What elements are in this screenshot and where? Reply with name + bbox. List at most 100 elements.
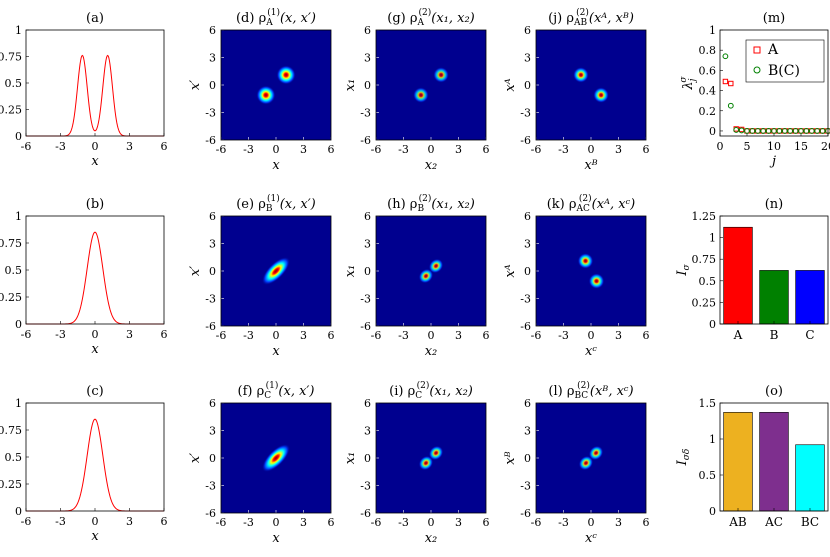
x-axis-label: x	[272, 344, 280, 359]
y-tick-label: -6	[205, 320, 216, 333]
x-tick-label: 6	[483, 516, 490, 529]
x-tick-label: -6	[371, 516, 382, 529]
y-axis-label: x′	[188, 80, 203, 90]
y-tick-label: -6	[360, 320, 371, 333]
x-tick-label: 3	[615, 516, 622, 529]
x-tick-label: -3	[243, 329, 254, 342]
data-point-A	[728, 80, 734, 87]
x-tick-label: -3	[243, 143, 254, 156]
x-tick-label: 0	[588, 329, 595, 342]
y-axis-label: x₁	[343, 452, 358, 465]
x-tick-label: 0	[428, 516, 435, 529]
panel-label: (o)	[765, 384, 783, 399]
axes-frame-d	[220, 29, 332, 141]
axes-frame-g	[375, 29, 487, 141]
x-tick-label: BC	[801, 515, 819, 529]
x-tick-label: 20	[821, 140, 830, 153]
panel-label: (a)	[86, 11, 104, 26]
x-tick-label: 3	[300, 516, 307, 529]
y-tick-label: 1.25	[692, 210, 717, 223]
x-tick-label: 6	[483, 143, 490, 156]
x-axis-label: x	[91, 342, 99, 357]
x-axis-label: x	[91, 529, 99, 544]
y-tick-label: 6	[209, 210, 216, 223]
x-tick-label: -6	[216, 516, 227, 529]
density-curve	[26, 54, 164, 137]
y-tick-label: 1	[709, 24, 716, 37]
x-tick-label: -6	[216, 329, 227, 342]
panel-title: (h) ρB(2)(x₁, x₂)	[387, 193, 475, 214]
y-tick-label: -3	[205, 480, 216, 493]
panel-title: (k) ρAC(2)(xᴬ, xᶜ)	[547, 193, 636, 214]
y-tick-label: 0	[524, 79, 531, 92]
data-point-B(C)	[727, 102, 734, 109]
y-axis-label: x₁	[343, 79, 358, 92]
heatmap-background	[376, 30, 486, 140]
y-tick-label: 0.5	[5, 451, 23, 464]
density-blob	[276, 65, 296, 85]
y-tick-label: -3	[520, 107, 531, 120]
x-tick-label: 0	[273, 516, 280, 529]
x-axis-label: x	[272, 158, 280, 173]
bar-AC	[759, 412, 789, 512]
x-axis-label: x₂	[425, 531, 438, 546]
y-tick-label: 0	[709, 505, 716, 518]
axes-frame-f	[220, 402, 332, 514]
panel-title: (d) ρA(1)(x, x′)	[236, 7, 316, 28]
y-tick-label: 0	[364, 265, 371, 278]
x-tick-label: -6	[21, 515, 32, 528]
x-tick-label: 0	[428, 329, 435, 342]
y-tick-label: 0.6	[699, 64, 717, 77]
bar-chart-o: 0 0.5 1 1.5 AB AC BC (o) Iσδ	[675, 384, 825, 529]
panel-title: (j) ρAB(2)(xᴬ, xᴮ)	[548, 7, 634, 28]
x-tick-label: -3	[558, 143, 569, 156]
y-tick-label: 0.25	[0, 478, 22, 491]
y-tick-label: 0.25	[0, 104, 22, 117]
y-tick-label: 1	[709, 232, 716, 245]
heatmap-density	[261, 256, 291, 286]
y-tick-label: 0.4	[699, 85, 717, 98]
heatmap-j: -6-6 -3 -3 0 0 3 3 6 6 xᴮ xᴬ (j) ρAB(2)(xᴬ, xᴮ)	[503, 7, 650, 173]
bar-AB	[723, 412, 753, 512]
data-point-B(C)	[776, 128, 783, 134]
y-tick-label: 1.5	[699, 397, 717, 410]
heatmap-background	[221, 30, 331, 140]
x-tick-label: 0	[273, 329, 280, 342]
y-tick-label: 1	[15, 397, 22, 410]
y-tick-label: 6	[524, 24, 531, 37]
x-tick-label: 15	[794, 140, 808, 153]
x-tick-label: 0	[588, 143, 595, 156]
density-blob	[428, 445, 444, 461]
axes-frame-n	[719, 215, 829, 325]
axes-frame-c	[25, 402, 165, 512]
y-tick-label: 0	[524, 265, 531, 278]
heatmap-density	[261, 443, 291, 473]
density-blob	[418, 268, 434, 284]
x-tick-label: -3	[558, 516, 569, 529]
y-tick-label: -6	[520, 507, 531, 520]
density-blob	[418, 455, 434, 471]
panel-title: (i) ρC(2)(x₁, x₂)	[389, 380, 473, 401]
x-tick-label: -3	[398, 329, 409, 342]
x-tick-label: -6	[21, 140, 32, 153]
axes-frame-k	[535, 215, 647, 327]
x-tick-label: 0	[588, 516, 595, 529]
x-tick-label: 3	[455, 329, 462, 342]
data-point-B(C)	[792, 128, 799, 134]
bar-B	[759, 270, 789, 325]
y-tick-label: 0	[15, 505, 22, 518]
y-tick-label: -3	[520, 480, 531, 493]
scatter-chart-m: 0 5 10 15 20 0 0.2 0.4 0.6 0.8 1 A B(C) (m) j λjσ	[679, 11, 830, 169]
bar-chart-n: 0 0.25 0.5 0.75 1 1.25 A B C (n) Iσ	[675, 197, 825, 342]
panel-title: (f) ρC(1)(x, x′)	[238, 380, 315, 401]
legend-marker-A	[753, 46, 761, 54]
x-axis-label: x	[91, 154, 99, 169]
bar-A	[723, 226, 753, 325]
x-tick-label: 6	[643, 516, 650, 529]
y-tick-label: -3	[360, 107, 371, 120]
y-tick-label: 0	[524, 452, 531, 465]
x-tick-label: AB	[728, 515, 747, 529]
y-tick-label: 0.8	[699, 44, 717, 57]
y-tick-label: 3	[364, 52, 371, 65]
